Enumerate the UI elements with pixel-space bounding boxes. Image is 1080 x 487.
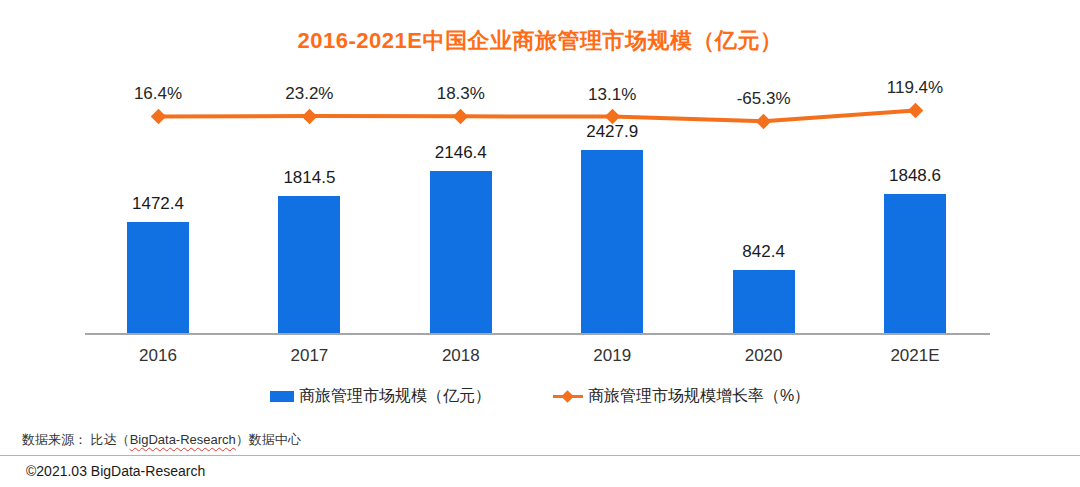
x-axis-label-2017: 2017 — [259, 346, 359, 366]
growth-label-2016: 16.4% — [103, 84, 213, 104]
x-axis-label-2018: 2018 — [411, 346, 511, 366]
bar-2017 — [278, 196, 340, 334]
bar-value-label-2016: 1472.4 — [108, 194, 208, 214]
bar-value-label-2017: 1814.5 — [259, 168, 359, 188]
legend-item-bar: 商旅管理市场规模（亿元） — [270, 386, 491, 407]
legend-item-line: 商旅管理市场规模增长率（%） — [553, 386, 810, 407]
copyright-text: ©2021.03 BigData-Research — [26, 463, 205, 479]
bar-2016 — [127, 222, 189, 334]
growth-label-2021E: 119.4% — [860, 78, 970, 98]
bar-2020 — [733, 270, 795, 334]
growth-label-2018: 18.3% — [406, 84, 516, 104]
line-marker-2021E — [907, 103, 923, 119]
x-axis-label-2016: 2016 — [108, 346, 208, 366]
x-axis-label-2019: 2019 — [562, 346, 662, 366]
growth-label-2019: 13.1% — [557, 85, 667, 105]
line-marker-2016 — [150, 109, 166, 125]
legend-bar-label: 商旅管理市场规模（亿元） — [299, 386, 491, 407]
source-prefix: 数据来源： 比达（ — [22, 432, 130, 447]
bar-2021E — [884, 194, 946, 334]
bar-2019 — [581, 150, 643, 334]
chart-page: 2016-2021E中国企业商旅管理市场规模（亿元） 1472.4 16.4% 20… — [0, 0, 1080, 487]
x-axis-line — [85, 333, 990, 335]
line-marker-2018 — [453, 109, 469, 125]
x-axis-label-2020: 2020 — [714, 346, 814, 366]
line-marker-2017 — [302, 108, 318, 124]
data-source-note: 数据来源： 比达（BigData-Research）数据中心 — [22, 431, 301, 449]
line-marker-icon — [553, 391, 583, 402]
growth-label-2020: -65.3% — [709, 89, 819, 109]
chart-title: 2016-2021E中国企业商旅管理市场规模（亿元） — [0, 26, 1080, 56]
bar-value-label-2018: 2146.4 — [411, 143, 511, 163]
line-marker-2020 — [756, 113, 772, 129]
growth-label-2017: 23.2% — [254, 84, 364, 104]
legend-line-label: 商旅管理市场规模增长率（%） — [588, 386, 810, 407]
bar-swatch-icon — [270, 391, 294, 402]
bar-value-label-2020: 842.4 — [714, 242, 814, 262]
bar-value-label-2019: 2427.9 — [562, 122, 662, 142]
legend: 商旅管理市场规模（亿元） 商旅管理市场规模增长率（%） — [0, 386, 1080, 407]
bar-value-label-2021E: 1848.6 — [865, 166, 965, 186]
footer-divider — [0, 455, 1080, 456]
source-brand: BigData-Research — [130, 432, 236, 447]
source-suffix: ）数据中心 — [236, 432, 301, 447]
bar-2018 — [430, 171, 492, 334]
x-axis-label-2021E: 2021E — [865, 346, 965, 366]
